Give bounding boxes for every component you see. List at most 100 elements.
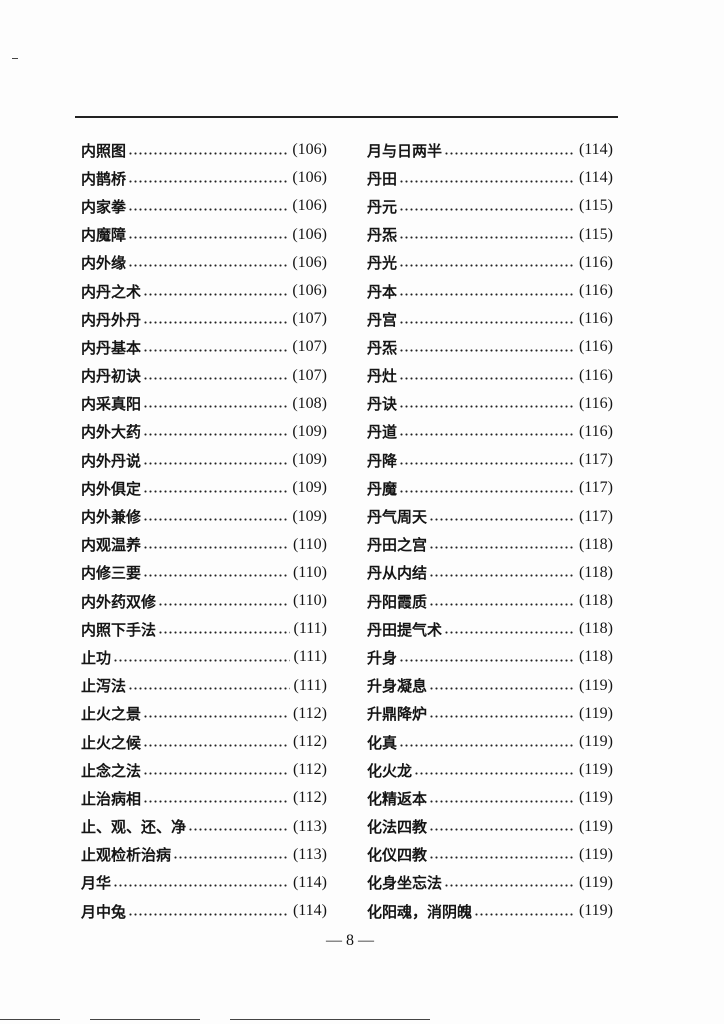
entry-page: (119) [578, 845, 613, 863]
entry-page: (111) [293, 620, 327, 638]
dot-leader [429, 602, 575, 606]
entry-term: 升身 [367, 648, 398, 667]
index-entry: 丹炁 (115) [367, 221, 613, 249]
entry-page: (118) [578, 648, 613, 666]
entry-term: 止、观、还、净 [81, 818, 187, 837]
entry-term: 止功 [81, 648, 112, 667]
dot-leader [113, 884, 289, 888]
dot-leader [143, 320, 289, 324]
entry-page: (119) [578, 817, 613, 835]
dot-leader [399, 348, 575, 352]
entry-page: (106) [292, 282, 327, 300]
index-entry: 化身坐忘法 (119) [367, 869, 613, 897]
dot-leader [143, 489, 289, 493]
entry-term: 丹道 [367, 423, 398, 442]
index-entry: 化精返本 (119) [367, 784, 613, 812]
index-entry: 化真 (119) [367, 728, 613, 756]
index-entry: 丹诀 (116) [367, 390, 613, 418]
entry-term: 月与日两半 [367, 141, 443, 160]
entry-term: 月中兔 [81, 902, 127, 921]
dot-leader [143, 518, 289, 522]
dot-leader [399, 320, 575, 324]
entry-page: (107) [292, 338, 327, 356]
dot-leader [399, 489, 575, 493]
entry-term: 内家拳 [81, 197, 127, 216]
entry-term: 丹田之宫 [367, 536, 428, 555]
index-entry: 内外兼修 (109) [81, 502, 327, 530]
entry-page: (109) [292, 451, 327, 469]
index-entry: 内照下手法 (111) [81, 615, 327, 643]
dot-leader [444, 151, 575, 155]
entry-page: (116) [578, 366, 613, 384]
entry-term: 升身凝息 [367, 677, 428, 696]
entry-page: (109) [292, 507, 327, 525]
entry-term: 丹田 [367, 169, 398, 188]
entry-page: (106) [292, 141, 327, 159]
entry-term: 丹宫 [367, 310, 398, 329]
index-entry: 化仪四教 (119) [367, 841, 613, 869]
dot-leader [399, 433, 575, 437]
index-entry: 内外缘 (106) [81, 249, 327, 277]
dot-leader [128, 179, 289, 183]
index-entry: 内观温养 (110) [81, 531, 327, 559]
entry-page: (106) [292, 169, 327, 187]
entry-term: 化阳魂，消阴魄 [367, 902, 473, 921]
index-entry: 化法四教 (119) [367, 813, 613, 841]
dot-leader [143, 348, 289, 352]
entry-term: 丹阳霞质 [367, 592, 428, 611]
entry-term: 化火龙 [367, 761, 413, 780]
entry-page: (107) [292, 366, 327, 384]
index-entry: 丹降 (117) [367, 446, 613, 474]
entry-term: 止火之景 [81, 705, 142, 724]
dot-leader [429, 856, 575, 860]
entry-page: (109) [292, 422, 327, 440]
index-entry: 内家拳 (106) [81, 192, 327, 220]
entry-term: 内魔障 [81, 226, 127, 245]
scan-speck [90, 1019, 200, 1020]
entry-page: (119) [578, 676, 613, 694]
index-entry: 丹元 (115) [367, 192, 613, 220]
entry-page: (110) [292, 563, 327, 581]
dot-leader [429, 828, 575, 832]
entry-term: 止泻法 [81, 677, 127, 696]
index-entry: 丹气周天 (117) [367, 502, 613, 530]
entry-term: 内照图 [81, 141, 127, 160]
dot-leader [429, 687, 575, 691]
entry-page: (119) [578, 704, 613, 722]
entry-page: (111) [293, 648, 327, 666]
dot-leader [128, 207, 289, 211]
scan-speck [12, 58, 18, 59]
entry-page: (107) [292, 310, 327, 328]
entry-term: 化身坐忘法 [367, 874, 443, 893]
index-entry: 止、观、还、净 (113) [81, 813, 327, 841]
index-entry: 止火之景 (112) [81, 700, 327, 728]
index-entry: 止火之候 (112) [81, 728, 327, 756]
dot-leader [399, 405, 575, 409]
index-entry: 止泻法 (111) [81, 672, 327, 700]
index-entry: 丹灶 (116) [367, 362, 613, 390]
entry-page: (112) [292, 761, 327, 779]
entry-term: 丹灶 [367, 367, 398, 386]
entry-page: (112) [292, 704, 327, 722]
dot-leader [158, 602, 289, 606]
entry-term: 丹本 [367, 282, 398, 301]
entry-term: 丹炁 [367, 226, 398, 245]
dot-leader [429, 574, 575, 578]
index-entry: 内采真阳 (108) [81, 390, 327, 418]
index-entry: 月与日两半 (114) [367, 136, 613, 164]
index-entry: 止念之法 (112) [81, 756, 327, 784]
entry-page: (113) [292, 845, 327, 863]
index-entry: 止治病相 (112) [81, 784, 327, 812]
index-entry: 丹田提气术 (118) [367, 615, 613, 643]
entry-page: (112) [292, 789, 327, 807]
entry-term: 丹诀 [367, 395, 398, 414]
dot-leader [143, 433, 289, 437]
dot-leader [399, 236, 575, 240]
index-entry: 月中兔 (114) [81, 897, 327, 925]
index-entry: 止功 (111) [81, 643, 327, 671]
index-entry: 内修三要 (110) [81, 559, 327, 587]
index-entry: 丹魔 (117) [367, 474, 613, 502]
scan-speck [0, 1019, 60, 1020]
index-entry: 内外俱定 (109) [81, 474, 327, 502]
index-entry: 丹田之宫 (118) [367, 531, 613, 559]
